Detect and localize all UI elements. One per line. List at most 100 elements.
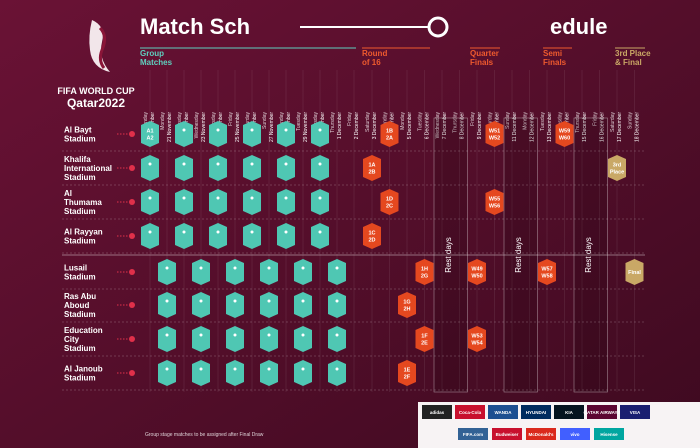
match-marker [311, 121, 329, 147]
stage-label: Finals [543, 58, 567, 67]
match-icon [233, 367, 237, 371]
match-label: 2D [368, 238, 375, 244]
match-marker [277, 189, 295, 215]
match-marker [260, 360, 278, 386]
match-marker [192, 292, 210, 318]
day-date: 8 December [460, 112, 466, 140]
match-marker [226, 326, 244, 352]
match-icon [318, 196, 322, 200]
stage-label: Group [140, 49, 164, 58]
rest-label: Rest days [584, 237, 593, 273]
stadium-dot [129, 199, 135, 205]
day-weekday: Friday [347, 112, 353, 126]
stadium-dot [129, 131, 135, 137]
match-marker [158, 360, 176, 386]
stage-label: Quarter [470, 49, 499, 58]
match-marker [468, 326, 486, 352]
day-weekday: Sunday [505, 112, 511, 129]
match-icon [199, 266, 203, 270]
match-marker [555, 121, 574, 147]
match-icon [250, 128, 254, 132]
stadium-dot [129, 302, 135, 308]
stage-label: Semi [543, 49, 562, 58]
day-weekday: Saturday [488, 112, 494, 133]
match-marker [415, 326, 434, 352]
match-marker [209, 223, 227, 249]
match-icon [216, 196, 220, 200]
match-icon [148, 162, 152, 166]
match-icon [267, 266, 271, 270]
match-label: 2E [421, 341, 428, 347]
stadium-name: Al Bayt [64, 126, 92, 135]
sponsor-logo [488, 405, 518, 419]
day-weekday: Monday [523, 112, 529, 130]
day-weekday: Saturday [245, 112, 251, 133]
match-icon [301, 367, 305, 371]
stadium-dot [129, 269, 135, 275]
match-icon [284, 162, 288, 166]
match-icon [284, 196, 288, 200]
day-weekday: Saturday [610, 112, 616, 133]
stadium-dot [129, 370, 135, 376]
match-marker [141, 155, 159, 181]
stadium-name: Lusail [64, 264, 87, 273]
stadium-name: City [64, 335, 80, 344]
supporter-name: Hisense [600, 432, 618, 437]
supporter-logo [526, 428, 556, 440]
match-label: W54 [471, 341, 483, 347]
match-icon [216, 162, 220, 166]
match-marker [175, 189, 193, 215]
day-weekday: Sunday [143, 112, 149, 129]
match-marker [260, 326, 278, 352]
match-label: W53 [471, 334, 482, 340]
match-marker [311, 189, 329, 215]
match-marker [311, 223, 329, 249]
footnote: Group stage matches to be assigned after… [145, 432, 264, 438]
match-marker [209, 155, 227, 181]
match-marker [243, 189, 261, 215]
match-marker [243, 155, 261, 181]
match-marker [192, 259, 210, 285]
match-marker [226, 360, 244, 386]
stadium-name: Aboud [64, 301, 89, 310]
match-icon [250, 162, 254, 166]
sponsor-logo [521, 405, 551, 419]
match-marker [209, 189, 227, 215]
stadium-name: Stadium [64, 207, 96, 216]
day-weekday: Thursday [453, 112, 459, 133]
day-date: 1 December [337, 112, 343, 140]
match-marker [277, 121, 295, 147]
day-weekday: Monday [279, 112, 285, 130]
day-weekday: Tuesday [540, 112, 546, 131]
day-date: 29 November [303, 112, 309, 142]
match-icon [250, 230, 254, 234]
match-icon [284, 128, 288, 132]
day-date: 18 December [635, 112, 641, 142]
match-marker [192, 360, 210, 386]
rest-block [503, 117, 538, 393]
day-weekday: Monday [160, 112, 166, 130]
day-date: 16 December [600, 112, 606, 142]
day-weekday: Wednesday [194, 112, 200, 139]
stadium-name: Stadium [64, 374, 96, 383]
day-weekday: Thursday [330, 112, 336, 133]
match-marker [192, 326, 210, 352]
match-icon [267, 333, 271, 337]
match-icon [182, 196, 186, 200]
stadium-name: Stadium [64, 310, 96, 319]
match-label: 1B [386, 129, 393, 135]
stadium-name: Al Janoub [64, 365, 103, 374]
match-marker [608, 155, 626, 181]
match-icon [267, 299, 271, 303]
match-marker [294, 292, 312, 318]
match-marker [260, 259, 278, 285]
stadium-dot [129, 165, 135, 171]
stage-label: of 16 [362, 58, 381, 67]
match-icon [165, 367, 169, 371]
match-label: 3rd [613, 163, 622, 169]
match-label: A1 [146, 129, 153, 135]
match-label: Place [610, 170, 624, 176]
stadium-name: Al Rayyan [64, 228, 103, 237]
match-label: 2A [386, 136, 393, 142]
